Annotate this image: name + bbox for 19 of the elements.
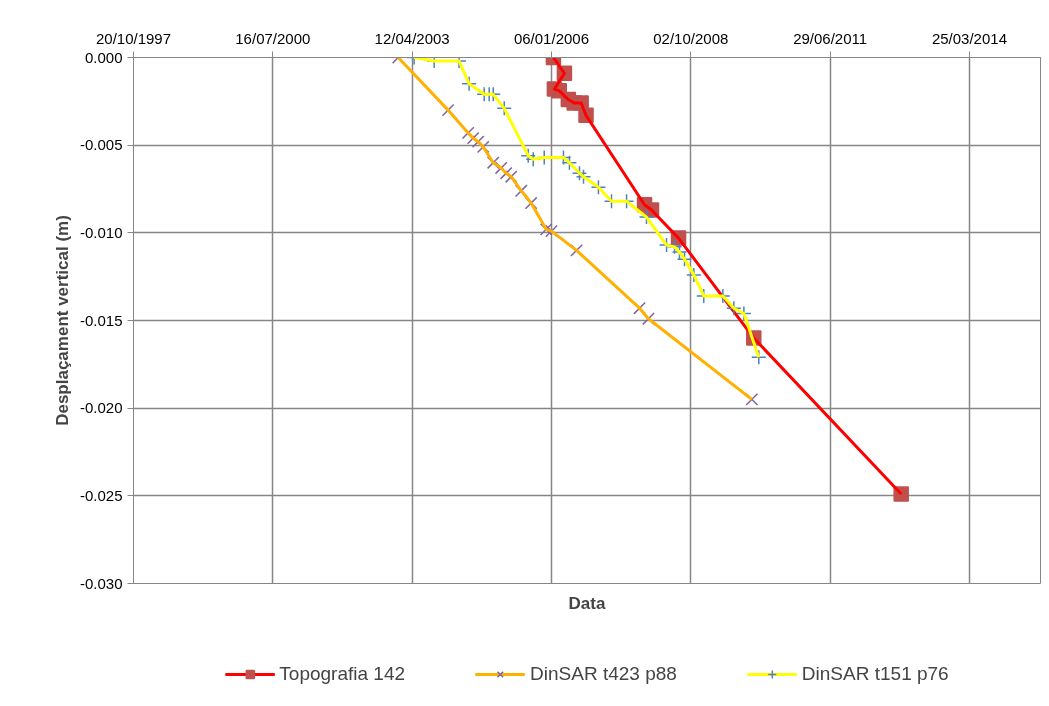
y-tick-label: -0.005: [79, 136, 123, 154]
x-axis-title: Data: [568, 593, 606, 613]
x-tick-label: 12/04/2003: [374, 29, 450, 47]
legend-label: DinSAR t151 p76: [801, 663, 949, 685]
x-tick-label: 16/07/2000: [235, 29, 311, 47]
x-tick-label: 29/06/2011: [793, 29, 868, 47]
y-tick-label: 0.000: [84, 48, 123, 66]
legend-label: Topografia 142: [279, 663, 406, 685]
y-tick-label: -0.025: [79, 486, 123, 504]
y-tick-label: -0.010: [79, 223, 123, 241]
y-tick-label: -0.020: [79, 399, 123, 417]
x-tick-label: 06/01/2006: [513, 29, 590, 47]
y-tick-label: -0.030: [79, 574, 123, 592]
x-tick-label: 02/10/2008: [653, 29, 729, 47]
y-axis-title: Desplaçament vertical (m): [52, 215, 72, 426]
y-tick-label: -0.015: [79, 311, 123, 329]
x-tick-label: 20/10/1997: [95, 29, 172, 47]
x-tick-label: 25/03/2014: [931, 29, 1007, 47]
legend-label: DinSAR t423 p88: [530, 663, 677, 685]
